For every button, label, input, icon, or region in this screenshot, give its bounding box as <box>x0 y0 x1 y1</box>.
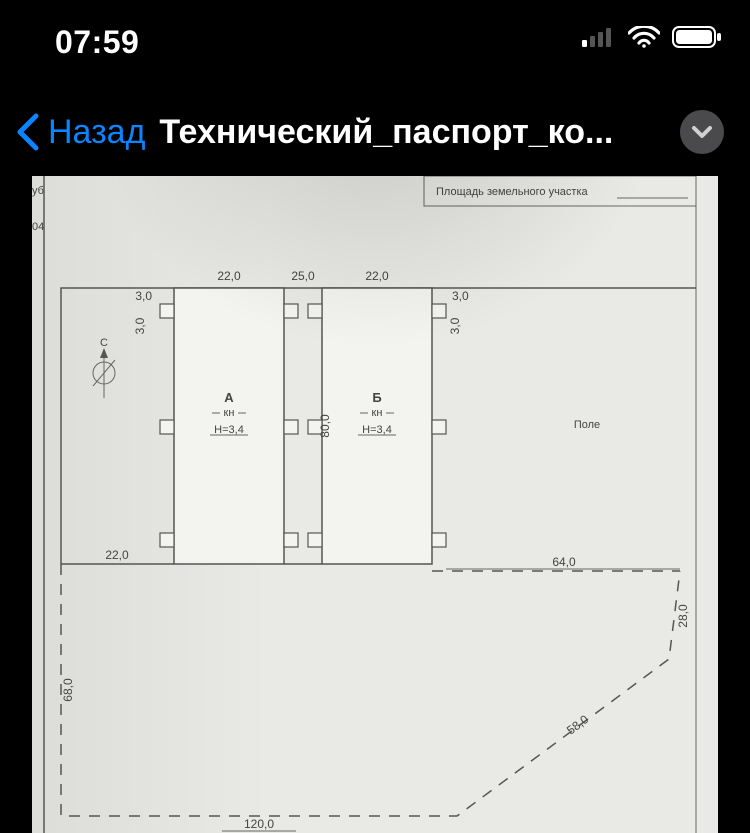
dim-right-v1: 28,0 <box>676 604 690 628</box>
parcel-dashed <box>61 564 680 816</box>
svg-text:H=3,4: H=3,4 <box>214 424 244 436</box>
status-bar: 07:59 <box>0 0 750 60</box>
cellular-icon <box>582 27 616 52</box>
dim-b-pil-v: 3,0 <box>448 317 462 334</box>
page-title: Технический_паспорт_ко... <box>159 113 613 152</box>
dim-a-pil-v: 3,0 <box>133 317 147 334</box>
dim-b-pil-h: 3,0 <box>452 289 469 303</box>
svg-text:С: С <box>100 337 108 349</box>
dim-b-top: 22,0 <box>365 269 389 283</box>
dim-b-height: 80,0 <box>318 414 332 438</box>
svg-text:Б: Б <box>372 390 381 405</box>
dim-left-v: 68,0 <box>61 678 75 702</box>
document-viewport[interactable]: Площадь земельного участка уб 04 С <box>0 176 750 833</box>
header-label: Площадь земельного участка <box>436 186 589 198</box>
svg-text:кн: кн <box>372 407 383 419</box>
dim-a-pil-h: 3,0 <box>135 289 152 303</box>
battery-icon <box>672 26 722 53</box>
wifi-icon <box>628 26 660 53</box>
document-page: Площадь земельного участка уб 04 С <box>32 176 718 833</box>
compass-icon: С <box>93 337 115 398</box>
svg-text:кн: кн <box>224 407 235 419</box>
dim-bottom: 120,0 <box>244 817 274 831</box>
margin-text-04: 04 <box>32 221 44 233</box>
back-button[interactable]: Назад <box>14 112 145 152</box>
dropdown-button[interactable] <box>680 110 724 154</box>
svg-text:H=3,4: H=3,4 <box>362 424 392 436</box>
dim-right-seg: 64,0 <box>552 555 576 569</box>
building-a: А кн H=3,4 <box>160 288 298 564</box>
site-plan-drawing: Площадь земельного участка уб 04 С <box>32 176 718 833</box>
status-icons <box>582 26 722 53</box>
svg-text:А: А <box>224 390 234 405</box>
chevron-down-icon <box>691 121 713 143</box>
margin-text-ub: уб <box>32 185 44 197</box>
field-label: Поле <box>574 419 600 431</box>
dim-left-seg: 22,0 <box>105 548 129 562</box>
clock: 07:59 <box>55 24 139 61</box>
dim-a-top: 22,0 <box>217 269 241 283</box>
nav-bar: Назад Технический_паспорт_ко... <box>0 100 750 164</box>
back-label: Назад <box>48 113 145 152</box>
dim-gap-top: 25,0 <box>291 269 315 283</box>
chevron-left-icon <box>14 112 42 152</box>
